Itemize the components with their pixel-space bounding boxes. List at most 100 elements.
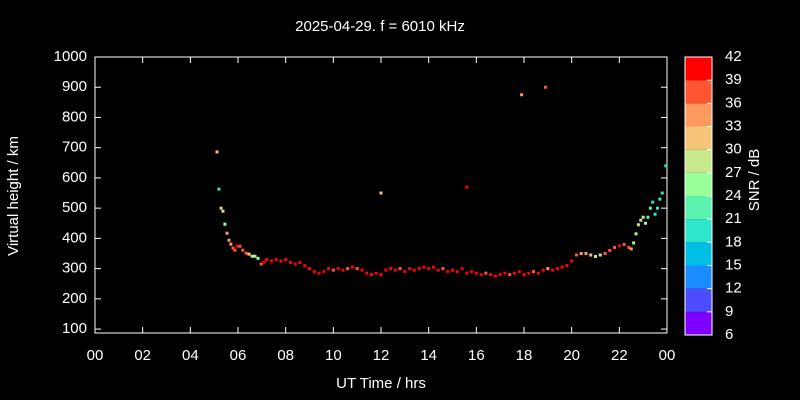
x-tick-label: 22 (611, 347, 628, 364)
point (632, 241, 636, 245)
point (512, 271, 516, 275)
point (241, 248, 245, 252)
point (431, 265, 435, 269)
point (451, 268, 454, 272)
point (360, 268, 364, 272)
x-tick-label: 00 (659, 347, 676, 364)
y-tick-label: 300 (62, 260, 87, 277)
y-tick-label: 1000 (54, 48, 87, 65)
point (408, 267, 412, 271)
point (598, 253, 602, 257)
point (369, 273, 373, 277)
colorbar-tick-label: 21 (725, 210, 742, 227)
point (219, 206, 223, 210)
point (589, 253, 593, 257)
colorbar-tick-label: 36 (725, 94, 742, 111)
point (546, 267, 550, 271)
point (223, 222, 227, 226)
colorbar-tick-label: 42 (725, 48, 742, 65)
point (465, 185, 469, 189)
point (312, 270, 316, 274)
point (379, 191, 383, 195)
point (655, 206, 659, 210)
point (336, 267, 340, 271)
point (427, 267, 431, 271)
y-tick-label: 500 (62, 199, 87, 216)
colorbar-label: SNR / dB (746, 149, 763, 212)
x-tick-label: 02 (134, 347, 151, 364)
y-axis-label: Virtual height / km (5, 136, 22, 256)
colorbar-tick-label: 30 (725, 141, 742, 158)
point (648, 206, 652, 210)
x-tick-label: 06 (230, 347, 247, 364)
x-tick-label: 10 (325, 347, 342, 364)
point (231, 246, 235, 250)
point (227, 238, 231, 242)
point (541, 268, 545, 272)
point (374, 271, 378, 275)
point (560, 265, 564, 269)
point (355, 267, 359, 271)
point (403, 270, 407, 274)
point (664, 164, 668, 168)
colorbar-band (685, 57, 712, 81)
point (389, 267, 393, 271)
point (274, 258, 278, 262)
point (235, 244, 239, 248)
point (653, 212, 657, 216)
point (393, 268, 397, 272)
point (441, 267, 445, 271)
point (579, 251, 583, 255)
point (627, 245, 631, 249)
point (460, 267, 464, 271)
point (520, 93, 524, 97)
y-tick-label: 600 (62, 169, 87, 186)
point (265, 258, 269, 262)
point (639, 218, 643, 222)
point (279, 259, 283, 263)
colorbar-band (685, 265, 712, 289)
point (608, 248, 612, 252)
y-tick-label: 700 (62, 139, 87, 156)
point (327, 267, 331, 271)
point (244, 251, 248, 255)
point (217, 187, 221, 191)
point (288, 261, 292, 265)
colorbar-tick-label: 33 (725, 117, 742, 134)
point (498, 273, 502, 277)
point (503, 271, 507, 275)
point (455, 270, 459, 274)
x-tick-label: 20 (563, 347, 580, 364)
point (341, 268, 345, 272)
x-tick-label: 04 (182, 347, 199, 364)
point (622, 242, 626, 246)
y-tick-label: 100 (62, 320, 87, 337)
colorbar-tick-label: 18 (725, 233, 742, 250)
point (527, 271, 531, 275)
point (398, 267, 402, 271)
point (225, 231, 229, 235)
point (470, 270, 474, 274)
point (570, 259, 574, 263)
point (479, 273, 483, 277)
colorbar-band (685, 126, 712, 150)
colorbar-band (685, 288, 712, 312)
x-axis-label: UT Time / hrs (336, 375, 426, 392)
x-tick-label: 18 (516, 347, 533, 364)
point (436, 268, 440, 272)
point (651, 200, 655, 204)
point (250, 254, 254, 258)
x-tick-label: 08 (277, 347, 294, 364)
point (317, 271, 321, 275)
point (574, 253, 578, 257)
point (238, 244, 242, 248)
point (346, 267, 350, 271)
point (594, 255, 597, 259)
point (543, 85, 547, 89)
point (379, 273, 383, 277)
point (365, 271, 369, 275)
y-tick-label: 400 (62, 229, 87, 246)
x-tick-label: 16 (468, 347, 485, 364)
point (262, 260, 266, 264)
